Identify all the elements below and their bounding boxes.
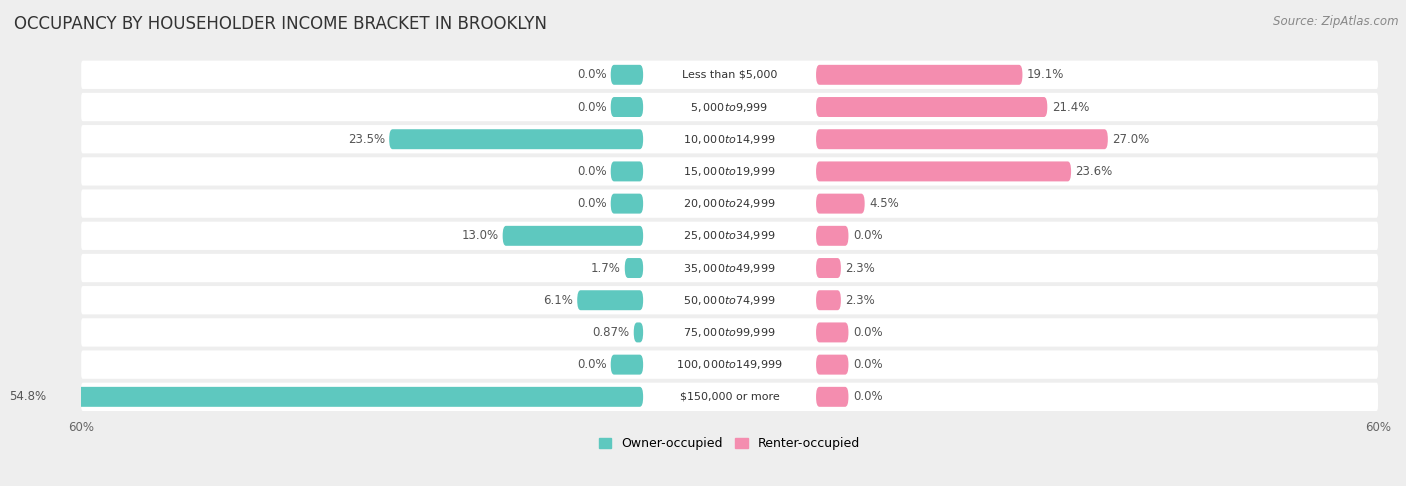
Text: $75,000 to $99,999: $75,000 to $99,999: [683, 326, 776, 339]
Text: 0.0%: 0.0%: [853, 229, 883, 243]
Legend: Owner-occupied, Renter-occupied: Owner-occupied, Renter-occupied: [593, 432, 865, 455]
FancyBboxPatch shape: [51, 387, 643, 407]
FancyBboxPatch shape: [610, 65, 643, 85]
FancyBboxPatch shape: [624, 258, 643, 278]
FancyBboxPatch shape: [610, 193, 643, 214]
Text: 23.6%: 23.6%: [1076, 165, 1112, 178]
Text: 0.0%: 0.0%: [576, 165, 606, 178]
Text: Source: ZipAtlas.com: Source: ZipAtlas.com: [1274, 15, 1399, 28]
Text: 0.0%: 0.0%: [576, 69, 606, 81]
Text: 19.1%: 19.1%: [1026, 69, 1064, 81]
FancyBboxPatch shape: [610, 161, 643, 181]
Text: 13.0%: 13.0%: [461, 229, 498, 243]
Text: 27.0%: 27.0%: [1112, 133, 1149, 146]
Text: $15,000 to $19,999: $15,000 to $19,999: [683, 165, 776, 178]
FancyBboxPatch shape: [82, 157, 1378, 186]
Text: $10,000 to $14,999: $10,000 to $14,999: [683, 133, 776, 146]
FancyBboxPatch shape: [503, 226, 643, 246]
FancyBboxPatch shape: [815, 322, 848, 343]
FancyBboxPatch shape: [82, 286, 1378, 314]
FancyBboxPatch shape: [815, 226, 848, 246]
Text: 23.5%: 23.5%: [347, 133, 385, 146]
Text: $150,000 or more: $150,000 or more: [679, 392, 779, 402]
FancyBboxPatch shape: [82, 125, 1378, 154]
FancyBboxPatch shape: [815, 65, 1022, 85]
Text: 0.0%: 0.0%: [576, 358, 606, 371]
Text: 1.7%: 1.7%: [591, 261, 620, 275]
FancyBboxPatch shape: [82, 222, 1378, 250]
Text: 54.8%: 54.8%: [10, 390, 46, 403]
FancyBboxPatch shape: [815, 387, 848, 407]
Text: $5,000 to $9,999: $5,000 to $9,999: [690, 101, 769, 114]
FancyBboxPatch shape: [389, 129, 643, 149]
Text: 0.87%: 0.87%: [592, 326, 630, 339]
FancyBboxPatch shape: [82, 382, 1378, 411]
FancyBboxPatch shape: [610, 97, 643, 117]
FancyBboxPatch shape: [610, 355, 643, 375]
FancyBboxPatch shape: [82, 190, 1378, 218]
FancyBboxPatch shape: [82, 61, 1378, 89]
Text: 6.1%: 6.1%: [543, 294, 572, 307]
FancyBboxPatch shape: [815, 355, 848, 375]
Text: 0.0%: 0.0%: [853, 390, 883, 403]
FancyBboxPatch shape: [815, 193, 865, 214]
FancyBboxPatch shape: [82, 93, 1378, 121]
Text: $50,000 to $74,999: $50,000 to $74,999: [683, 294, 776, 307]
Text: $25,000 to $34,999: $25,000 to $34,999: [683, 229, 776, 243]
FancyBboxPatch shape: [815, 161, 1071, 181]
Text: Less than $5,000: Less than $5,000: [682, 70, 778, 80]
Text: 2.3%: 2.3%: [845, 294, 875, 307]
Text: OCCUPANCY BY HOUSEHOLDER INCOME BRACKET IN BROOKLYN: OCCUPANCY BY HOUSEHOLDER INCOME BRACKET …: [14, 15, 547, 33]
Text: 21.4%: 21.4%: [1052, 101, 1090, 114]
FancyBboxPatch shape: [82, 318, 1378, 347]
FancyBboxPatch shape: [634, 322, 643, 343]
FancyBboxPatch shape: [82, 254, 1378, 282]
Text: 4.5%: 4.5%: [869, 197, 898, 210]
Text: $100,000 to $149,999: $100,000 to $149,999: [676, 358, 783, 371]
Text: 2.3%: 2.3%: [845, 261, 875, 275]
Text: $35,000 to $49,999: $35,000 to $49,999: [683, 261, 776, 275]
FancyBboxPatch shape: [815, 258, 841, 278]
FancyBboxPatch shape: [815, 290, 841, 310]
FancyBboxPatch shape: [815, 129, 1108, 149]
Text: $20,000 to $24,999: $20,000 to $24,999: [683, 197, 776, 210]
Text: 0.0%: 0.0%: [576, 197, 606, 210]
FancyBboxPatch shape: [578, 290, 643, 310]
FancyBboxPatch shape: [82, 350, 1378, 379]
Text: 0.0%: 0.0%: [853, 358, 883, 371]
Text: 0.0%: 0.0%: [853, 326, 883, 339]
FancyBboxPatch shape: [815, 97, 1047, 117]
Text: 0.0%: 0.0%: [576, 101, 606, 114]
